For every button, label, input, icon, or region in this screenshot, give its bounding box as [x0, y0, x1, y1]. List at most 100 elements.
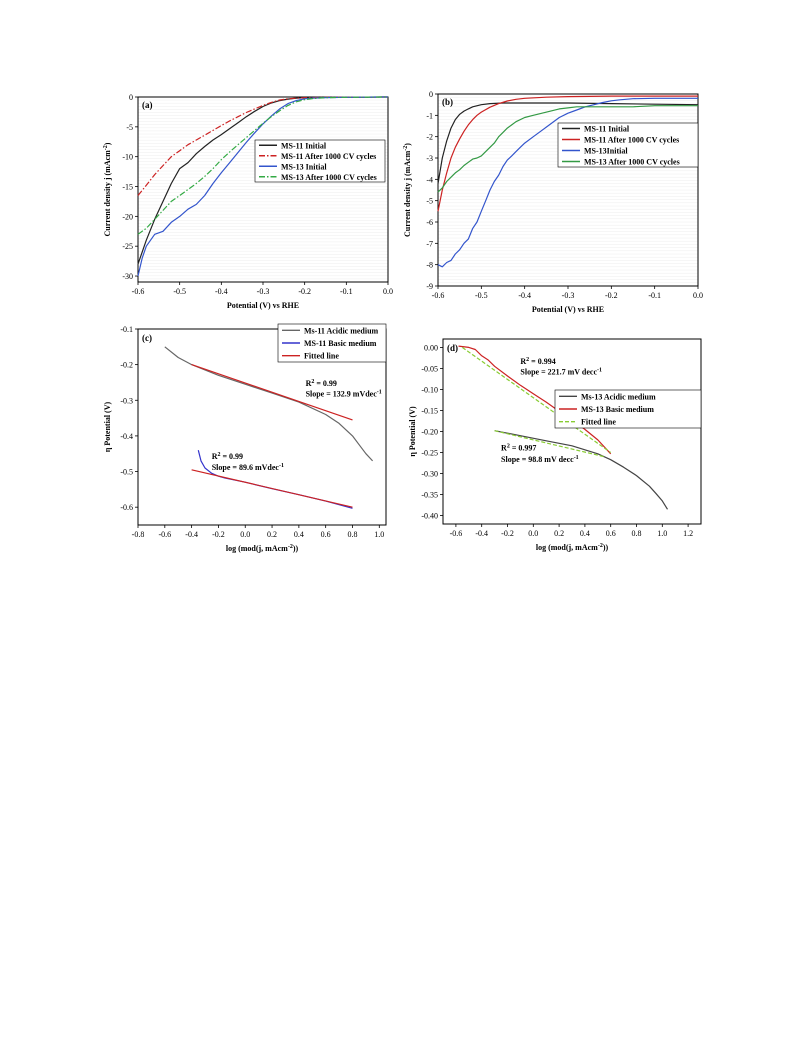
chart-b-legend-entry: MS-13Initial [584, 147, 628, 156]
chart-d-x-tick-label: 0.4 [580, 529, 590, 538]
chart-d-series-line-0 [494, 430, 669, 510]
chart-b-y-tick-label: -5 [426, 197, 433, 206]
chart-d-legend: Ms-13 Acidic medium MS-13 Basic medium Fit… [554, 389, 702, 429]
chart-b-x-tick-label: 0.0 [693, 291, 703, 300]
chart-a-svg: (a) -0.6 -0.5 -0.4 -0.3 -0.2 -0.1 0.0 0 -5 -10 -15 -… [103, 93, 393, 310]
chart-b-x-tick-label: -0.6 [432, 291, 445, 300]
chart-c-series-line-3 [191, 469, 353, 508]
chart-d-x-tick-label: -0.2 [501, 529, 514, 538]
chart-c-y-axis-label: η Potential (V) [103, 402, 112, 453]
chart-b-y-tick-label: 0 [429, 90, 433, 99]
chart-b-x-tick-label: -0.4 [518, 291, 531, 300]
chart-d-series-line-3 [494, 430, 605, 458]
chart-b-panel-label: (b) [442, 97, 453, 107]
chart-b-legend-entry: MS-11 After 1000 CV cycles [584, 136, 679, 145]
chart-a-grid [138, 99, 388, 280]
chart-d-x-tick-label: 0.2 [554, 529, 564, 538]
chart-d-x-tick-label: 1.2 [683, 529, 693, 538]
chart-c-x-tick-label: -0.2 [212, 530, 225, 539]
chart-b-legend: MS-11 Initial MS-11 After 1000 CV cycles M… [557, 122, 699, 168]
chart-d-y-tick-label: 0.00 [424, 343, 438, 352]
chart-b-series-line-1 [437, 95, 698, 212]
chart-b-series-line-0 [437, 102, 699, 184]
chart-a-y-tick-label: -25 [122, 242, 133, 251]
chart-c-legend-entry: Ms-11 Acidic medium [304, 326, 379, 335]
chart-a-y-tick-label: -10 [122, 153, 133, 162]
chart-c-y-tick-label: -0.3 [120, 396, 133, 405]
chart-d-annotation: Slope = 221.7 mV decc-1 [520, 368, 602, 377]
chart-c-legend-entry: Fitted line [304, 352, 339, 361]
chart-d-y-tick-label: -0.10 [421, 385, 438, 394]
chart-a-x-tick-label: -0.1 [340, 287, 353, 296]
chart-d-x-axis-label: log (mod(j, mAcm-2)) [536, 543, 609, 552]
chart-c-series-line-0 [164, 346, 374, 462]
chart-d-x-tick-label: 1.0 [657, 529, 667, 538]
chart-panel-d: (d) -0.6 -0.4 -0.2 0.0 0.2 0.4 0.6 0.8 1.0 1.2 0.00… [405, 330, 710, 562]
chart-c-legend-entry: MS-11 Basic medium [304, 339, 377, 348]
chart-a-y-tick-label: -15 [122, 183, 133, 192]
chart-d-y-tick-label: -0.40 [421, 512, 438, 521]
chart-c-x-tick-label: 0.8 [347, 530, 357, 539]
chart-c-x-tick-label: 0.2 [267, 530, 277, 539]
chart-a-y-tick-label: 0 [129, 93, 133, 102]
chart-d-svg: (d) -0.6 -0.4 -0.2 0.0 0.2 0.4 0.6 0.8 1.0 1.2 0.00… [408, 338, 702, 552]
chart-b-y-tick-label: -3 [426, 154, 433, 163]
chart-b-x-tick-label: -0.1 [648, 291, 661, 300]
chart-c-y-tick-label: -0.5 [120, 468, 133, 477]
chart-a-y-axis-label: Current density j (mAcm-2) [103, 142, 112, 236]
chart-a-legend-entry: MS-11 Initial [281, 141, 327, 150]
chart-c-x-axis-label: log (mod(j, mAcm-2)) [226, 544, 299, 553]
chart-c-x-tick-label: -0.8 [132, 530, 145, 539]
chart-panel-a: (a) -0.6 -0.5 -0.4 -0.3 -0.2 -0.1 0.0 0 -5 -10 -15 -… [100, 85, 400, 320]
chart-c-svg: (c) -0.8 -0.6 -0.4 -0.2 0.0 0.2 0.4 0.6 0.8 1.0 -0.… [103, 323, 387, 553]
chart-c-y-tick-label: -0.1 [120, 325, 133, 334]
chart-b-y-tick-label: -1 [426, 111, 433, 120]
chart-a-y-tick-label: -20 [122, 212, 133, 221]
chart-b-x-tick-label: -0.5 [475, 291, 488, 300]
chart-a-legend-entry: MS-11 After 1000 CV cycles [281, 152, 376, 161]
chart-d-y-tick-label: -0.25 [421, 449, 438, 458]
chart-panel-b: (b) -0.6 -0.5 -0.4 -0.3 -0.2 -0.1 0.0 0 -1 -2 -3 -4 -… [400, 85, 710, 320]
chart-b-svg: (b) -0.6 -0.5 -0.4 -0.3 -0.2 -0.1 0.0 0 -1 -2 -3 -4 -… [403, 90, 703, 314]
chart-c-annotation: R2 = 0.99 [306, 379, 337, 388]
chart-a-series-line-3 [137, 96, 389, 235]
chart-a-x-tick-label: -0.5 [173, 287, 186, 296]
chart-c-panel-label: (c) [142, 333, 152, 343]
chart-a-x-tick-label: -0.6 [132, 287, 145, 296]
chart-panel-c: (c) -0.8 -0.6 -0.4 -0.2 0.0 0.2 0.4 0.6 0.8 1.0 -0.… [100, 318, 400, 560]
chart-d-legend-entry: Ms-13 Acidic medium [581, 392, 656, 401]
chart-d-x-tick-label: -0.4 [475, 529, 488, 538]
chart-d-y-tick-label: -0.30 [421, 470, 438, 479]
chart-d-panel-label: (d) [447, 343, 458, 353]
chart-b-y-tick-label: -9 [426, 282, 433, 291]
chart-d-y-tick-label: -0.20 [421, 428, 438, 437]
chart-a-y-tick-label: -5 [126, 123, 133, 132]
chart-d-annotation: R2 = 0.994 [520, 357, 555, 366]
chart-c-annotation: Slope = 132.9 mVdec-1 [306, 390, 382, 399]
chart-b-series-line-2 [437, 97, 698, 268]
chart-d-legend-entry: MS-13 Basic medium [581, 405, 654, 414]
chart-d-x-tick-label: 0.6 [606, 529, 616, 538]
chart-a-x-tick-label: -0.2 [298, 287, 311, 296]
chart-b-x-tick-label: -0.3 [562, 291, 575, 300]
chart-c-x-tick-label: 0.6 [321, 530, 331, 539]
chart-c-frame [137, 328, 387, 526]
chart-b-y-tick-label: -4 [426, 175, 433, 184]
chart-d-legend-entry: Fitted line [581, 418, 616, 427]
chart-c-y-tick-label: -0.2 [120, 361, 133, 370]
chart-b-series-line-3 [437, 105, 698, 193]
chart-d-y-axis-label: η Potential (V) [408, 406, 417, 457]
chart-a-series-line-1 [137, 96, 389, 196]
chart-d-y-tick-label: -0.05 [421, 364, 438, 373]
chart-b-x-tick-label: -0.2 [605, 291, 618, 300]
chart-d-x-tick-label: 0.0 [528, 529, 538, 538]
chart-c-series-line-2 [191, 364, 353, 421]
chart-d-series-line-2 [461, 346, 612, 453]
chart-a-x-tick-label: 0.0 [383, 287, 393, 296]
chart-a-x-axis-label: Potential (V) vs RHE [227, 301, 299, 310]
chart-c-x-tick-label: 0.0 [240, 530, 250, 539]
chart-c-x-tick-label: -0.6 [158, 530, 171, 539]
chart-b-y-tick-label: -2 [426, 133, 433, 142]
chart-d-annotation: R2 = 0.997 [501, 443, 536, 452]
